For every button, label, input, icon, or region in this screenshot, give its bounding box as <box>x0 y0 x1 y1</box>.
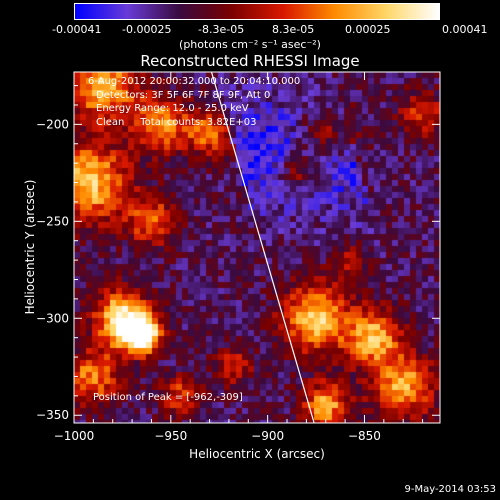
y-axis-label: Heliocentric Y (arcsec) <box>23 179 37 315</box>
y-tick-label: −300 <box>36 311 69 325</box>
colorbar-tick-label: -8.3e-05 <box>198 23 245 36</box>
info-line-energy: Energy Range: 12.0 - 25.0 keV <box>96 103 249 114</box>
x-tick-label: −1000 <box>54 429 95 443</box>
colorbar-unit-label: (photons cm⁻² s⁻¹ asec⁻²) <box>179 38 321 51</box>
colorbar-tick-label: -0.00025 <box>122 23 172 36</box>
info-line-time: 6-Aug-2012 20:00:32.000 to 20:04:10.000 <box>88 76 301 87</box>
x-tick-label: −900 <box>251 429 284 443</box>
footer-date: 9-May-2014 03:53 <box>404 484 496 495</box>
info-line-detectors: Detectors: 3F 5F 6F 7F 8F 9F, Att 0 <box>96 90 271 101</box>
colorbar-tick-label: 0.00025 <box>345 23 391 36</box>
y-tick-label: −350 <box>36 408 69 422</box>
y-tick-label: −200 <box>36 117 69 131</box>
peak-position-label: Position of Peak = [-962,-309] <box>93 392 243 403</box>
colorbar-tick-label: 0.00041 <box>442 23 488 36</box>
info-line-counts: Clean Total counts: 3.82E+03 <box>96 117 257 128</box>
x-tick-label: −850 <box>348 429 381 443</box>
y-tick-label: −250 <box>36 214 69 228</box>
colorbar-tick-label: 8.3e-05 <box>272 23 315 36</box>
colorbar-tick-label: -0.00041 <box>52 23 102 36</box>
chart-title: Reconstructed RHESSI Image <box>140 52 360 70</box>
colorbar <box>74 3 440 20</box>
colorbar-gradient <box>74 3 440 20</box>
x-axis-label: Heliocentric X (arcsec) <box>189 447 325 461</box>
x-tick-label: −950 <box>154 429 187 443</box>
